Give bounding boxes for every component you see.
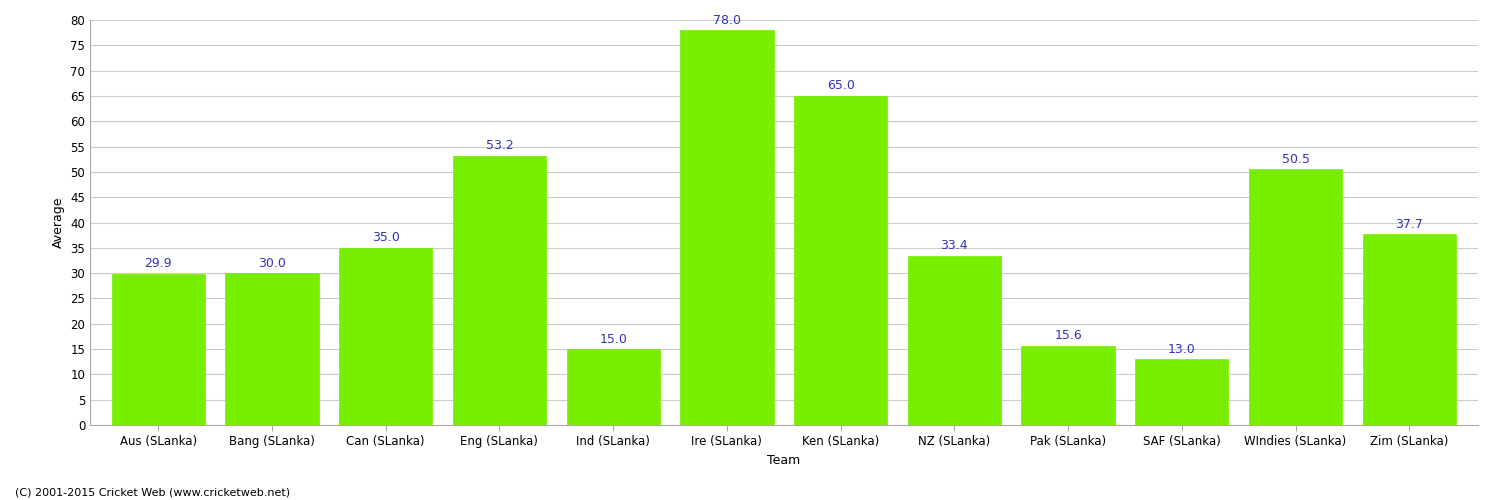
Bar [225,273,318,425]
Text: (C) 2001-2015 Cricket Web (www.cricketweb.net): (C) 2001-2015 Cricket Web (www.cricketwe… [15,488,290,498]
Bar [111,274,206,425]
Bar [1250,170,1342,425]
X-axis label: Team: Team [766,454,801,467]
Bar [567,349,660,425]
Bar [794,96,886,425]
Bar [339,248,432,425]
Text: 35.0: 35.0 [372,232,399,244]
Text: 53.2: 53.2 [486,139,513,152]
Text: 15.0: 15.0 [598,332,627,345]
Text: 13.0: 13.0 [1168,342,1196,355]
Text: 65.0: 65.0 [827,80,855,92]
Bar [453,156,546,425]
Bar [681,30,774,425]
Text: 33.4: 33.4 [940,240,968,252]
Y-axis label: Average: Average [51,196,64,248]
Bar [1362,234,1456,425]
Text: 29.9: 29.9 [144,257,172,270]
Text: 78.0: 78.0 [712,14,741,26]
Text: 30.0: 30.0 [258,256,286,270]
Text: 50.5: 50.5 [1281,153,1310,166]
Bar [1136,359,1228,425]
Bar [908,256,1001,425]
Text: 15.6: 15.6 [1054,330,1082,342]
Text: 37.7: 37.7 [1395,218,1423,230]
Bar [1022,346,1114,425]
